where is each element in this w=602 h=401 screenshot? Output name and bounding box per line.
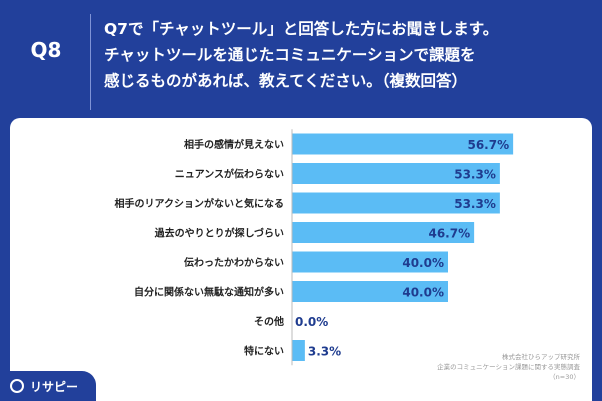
category-label: 自分に関係ない無駄な通知が多い [134,286,284,299]
category-label: 過去のやりとりが探しづらい [154,227,284,240]
category-label: ニュアンスが伝わらない [175,168,284,181]
question-line: Q7で「チャットツール」と回答した方にお聞きします。 [104,20,499,38]
value-label: 40.0% [402,256,444,270]
bar [292,281,448,302]
bar-chart: 相手の感情が見えない 56.7% ニュアンスが伝わらない 53.3% 相手のリアクション… [115,129,514,366]
bar [292,340,305,361]
question-line: 感じるものがあれば、教えてください。（複数回答） [104,72,468,90]
source-line: 企業のコミュニケーション課題に関する実態調査 [437,363,580,371]
header-divider [90,14,91,110]
bar [292,222,475,243]
value-label: 56.7% [467,138,509,152]
source-note: 株式会社ひらアップ研究所 企業のコミュニケーション課題に関する実態調査 （n=3… [320,352,580,382]
bar [292,163,500,184]
brand-logo: リサピー [0,371,96,401]
header: Q8 Q7で「チャットツール」と回答した方にお聞きします。 チャットツールを通じ… [0,0,602,118]
category-label: 特にない [244,345,284,358]
value-label: 53.3% [454,197,496,211]
category-label: 伝わったかわからない [184,256,284,269]
value-label: 3.3% [308,345,341,359]
value-label: 46.7% [428,227,470,241]
question-text: Q7で「チャットツール」と回答した方にお聞きします。 チャットツールを通じたコミ… [104,16,594,94]
bar [292,133,514,155]
value-label: 53.3% [454,168,496,182]
bar [292,251,448,273]
question-line: チャットツールを通じたコミュニケーションで課題を [104,46,476,64]
source-line: （n=30） [549,373,580,381]
category-label: その他 [254,315,284,328]
bar [292,192,500,214]
value-label: 40.0% [402,286,444,300]
value-label: 0.0% [295,315,328,329]
logo-text: リサピー [30,380,79,394]
category-label: 相手のリアクションがないと気になる [115,197,285,210]
search-icon [10,379,24,393]
source-line: 株式会社ひらアップ研究所 [502,353,580,361]
category-label: 相手の感情が見えない [184,138,284,151]
question-number: Q8 [30,38,62,62]
chart-panel: 相手の感情が見えない 56.7% ニュアンスが伝わらない 53.3% 相手のリアクション… [10,118,592,401]
